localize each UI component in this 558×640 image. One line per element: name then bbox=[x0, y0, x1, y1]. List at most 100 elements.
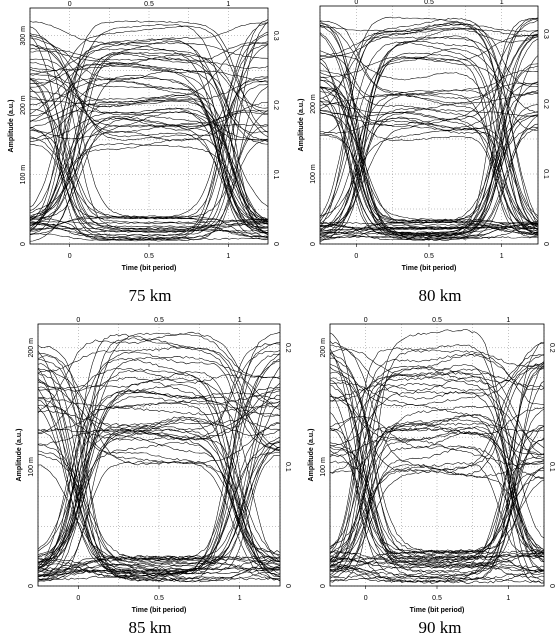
eye-diagram-85km-plot: 0 0 0.5 0.5 1 1 0 100 m 200 m 0 0.1 0.2 Time (bit pe… bbox=[16, 317, 291, 614]
chart2-trace-53 bbox=[38, 353, 280, 578]
chart0-trace-39 bbox=[30, 52, 268, 235]
chart3-trace-65 bbox=[330, 368, 544, 576]
chart0-traces bbox=[30, 19, 268, 242]
chart2-trace-46 bbox=[38, 369, 280, 550]
chart0-trace-35 bbox=[30, 95, 268, 232]
chart2-xtick-top-1: 0.5 bbox=[154, 317, 164, 324]
chart2-ytick-right-2: 0.2 bbox=[284, 343, 291, 353]
chart3-trace-56 bbox=[330, 414, 544, 567]
chart2-trace-21 bbox=[38, 556, 280, 577]
chart1-trace-14 bbox=[320, 89, 538, 224]
chart3-trace-68 bbox=[330, 551, 544, 565]
chart2-xtick-top-0: 0 bbox=[76, 317, 80, 324]
chart2-trace-55 bbox=[38, 398, 280, 578]
chart3-trace-8 bbox=[330, 366, 544, 580]
chart3-ytick-left-0: 0 bbox=[320, 584, 327, 588]
chart0-ytick-left-3: 300 m bbox=[20, 26, 27, 46]
chart3-trace-6 bbox=[330, 367, 544, 562]
chart3-xtick-top-2: 1 bbox=[506, 317, 510, 324]
chart1-ylabel: Amplitude (a.u.) bbox=[298, 99, 305, 152]
chart0-trace-5 bbox=[30, 107, 268, 233]
eye-diagram-90km: 0 0 0.5 0.5 1 1 0 100 m 200 m 0 0.1 0.2 Time (bit pe… bbox=[300, 317, 558, 640]
chart2-trace-50 bbox=[38, 453, 280, 570]
chart2-ytick-right-1: 0.1 bbox=[284, 462, 291, 472]
chart3-xtick-bottom-0: 0 bbox=[364, 595, 368, 602]
chart3-trace-4 bbox=[330, 365, 544, 539]
chart3-trace-57 bbox=[330, 344, 544, 550]
chart2-trace-6 bbox=[38, 368, 280, 581]
eye-diagram-80km: 0 0 0.5 0.5 1 1 0 100 m 200 m 0 0.1 0.2 0.3 Time (bit… bbox=[280, 0, 558, 320]
chart1-trace-50 bbox=[320, 41, 538, 227]
chart3-trace-31 bbox=[330, 562, 544, 584]
chart3-ytick-right-0: 0 bbox=[548, 584, 555, 588]
chart3-ytick-right-2: 0.2 bbox=[548, 343, 555, 353]
chart2-trace-54 bbox=[38, 417, 280, 565]
chart2-trace-65 bbox=[38, 440, 280, 577]
chart3-trace-58 bbox=[330, 380, 544, 579]
chart1-trace-56 bbox=[320, 107, 538, 231]
chart0-trace-67 bbox=[30, 108, 268, 238]
chart2-trace-25 bbox=[38, 331, 280, 414]
chart1-trace-52 bbox=[320, 86, 538, 234]
chart3-trace-52 bbox=[330, 431, 544, 480]
chart3-trace-41 bbox=[330, 437, 544, 556]
chart0-xtick-bottom-0: 0 bbox=[68, 253, 72, 260]
chart2-trace-18 bbox=[38, 405, 280, 570]
chart3-trace-21 bbox=[330, 349, 544, 583]
chart1-ytick-left-0: 0 bbox=[310, 242, 317, 246]
chart3-trace-38 bbox=[330, 348, 544, 558]
chart3-trace-5 bbox=[330, 366, 544, 572]
chart2-xtick-bottom-2: 1 bbox=[238, 595, 242, 602]
chart0-trace-30 bbox=[30, 83, 268, 233]
chart1-trace-18 bbox=[320, 32, 538, 233]
chart2-trace-13 bbox=[38, 422, 280, 581]
chart0-trace-41 bbox=[30, 48, 268, 141]
chart2-ytick-left-0: 0 bbox=[28, 584, 35, 588]
chart3-xtick-bottom-1: 0.5 bbox=[432, 595, 442, 602]
chart2-trace-10 bbox=[38, 426, 280, 573]
eye-diagram-90km-plot: 0 0 0.5 0.5 1 1 0 100 m 200 m 0 0.1 0.2 Time (bit pe… bbox=[308, 317, 555, 614]
chart2-trace-60 bbox=[38, 555, 280, 576]
chart2-trace-41 bbox=[38, 402, 280, 581]
chart1-xtick-top-1: 0.5 bbox=[424, 0, 434, 6]
chart2-trace-51 bbox=[38, 557, 280, 581]
chart1-trace-65 bbox=[320, 56, 538, 234]
chart0-trace-58 bbox=[30, 77, 268, 139]
chart3-trace-46 bbox=[330, 352, 544, 572]
chart1-trace-58 bbox=[320, 25, 538, 240]
chart3-trace-53 bbox=[330, 407, 544, 562]
chart3-trace-64 bbox=[330, 391, 544, 572]
chart2-xtick-top-2: 1 bbox=[238, 317, 242, 324]
chart3-trace-47 bbox=[330, 348, 544, 553]
chart0-trace-48 bbox=[30, 130, 268, 232]
chart0-trace-10 bbox=[30, 223, 268, 241]
chart1-trace-9 bbox=[320, 22, 538, 219]
chart1-trace-33 bbox=[320, 35, 538, 236]
chart2-trace-62 bbox=[38, 451, 280, 561]
chart0-xtick-top-2: 1 bbox=[226, 1, 230, 8]
chart0-trace-44 bbox=[30, 25, 268, 115]
chart0-xtick-top-0: 0 bbox=[68, 1, 72, 8]
chart2-trace-64 bbox=[38, 431, 280, 570]
chart1-ytick-left-2: 200 m bbox=[310, 94, 317, 114]
chart2-trace-48 bbox=[38, 390, 280, 565]
chart1-xtick-bottom-2: 1 bbox=[500, 253, 504, 260]
chart0-xlabel: Time (bit period) bbox=[122, 265, 177, 272]
chart2-grid bbox=[37, 324, 281, 587]
caption-75km: 75 km bbox=[128, 286, 172, 305]
chart3-traces bbox=[330, 329, 544, 584]
chart3-trace-3 bbox=[330, 470, 544, 562]
chart3-xtick-top-0: 0 bbox=[364, 317, 368, 324]
chart1-trace-55 bbox=[320, 70, 538, 225]
chart3-trace-61 bbox=[330, 364, 544, 583]
chart0-xtick-bottom-1: 0.5 bbox=[144, 253, 154, 260]
chart0-trace-56 bbox=[30, 124, 268, 219]
chart0-trace-51 bbox=[30, 44, 268, 241]
chart3-trace-43 bbox=[330, 566, 544, 579]
chart1-trace-66 bbox=[320, 28, 538, 232]
chart0-trace-63 bbox=[30, 62, 268, 230]
chart1-trace-62 bbox=[320, 97, 538, 237]
chart1-trace-43 bbox=[320, 221, 538, 229]
chart3-trace-44 bbox=[330, 408, 544, 576]
chart2-trace-52 bbox=[38, 363, 280, 568]
